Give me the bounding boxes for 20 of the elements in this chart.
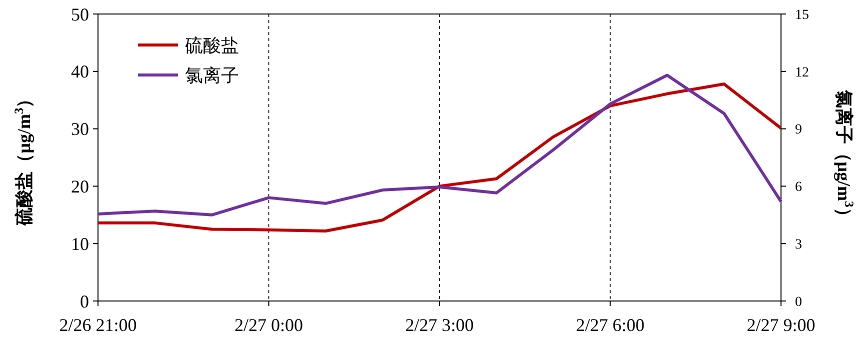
y-tick-label: 50 <box>71 4 89 24</box>
x-tick-label: 2/27 3:00 <box>405 315 474 335</box>
y2-tick-label: 15 <box>795 8 809 23</box>
x-tick-label: 2/27 0:00 <box>234 315 304 335</box>
y-tick-label: 10 <box>71 234 89 254</box>
y2-tick-label: 0 <box>795 294 802 310</box>
legend-label: 氯离子 <box>185 65 239 86</box>
y2-tick-label: 9 <box>795 122 802 138</box>
y-tick-label: 40 <box>71 62 89 82</box>
y2-tick-label: 12 <box>795 65 809 80</box>
x-tick-label: 2/26 21:00 <box>59 315 137 335</box>
x-tick-label: 2/27 9:00 <box>746 315 816 335</box>
y-tick-label: 0 <box>80 291 89 312</box>
y-tick-label: 20 <box>71 176 89 196</box>
x-tick-label: 2/27 6:00 <box>576 315 645 335</box>
y2-tick-label: 6 <box>795 180 802 196</box>
legend-label: 硫酸盐 <box>185 35 239 56</box>
line-series <box>96 82 782 232</box>
y-tick-label: 30 <box>71 119 89 140</box>
y2-tick-label: 3 <box>795 238 802 252</box>
